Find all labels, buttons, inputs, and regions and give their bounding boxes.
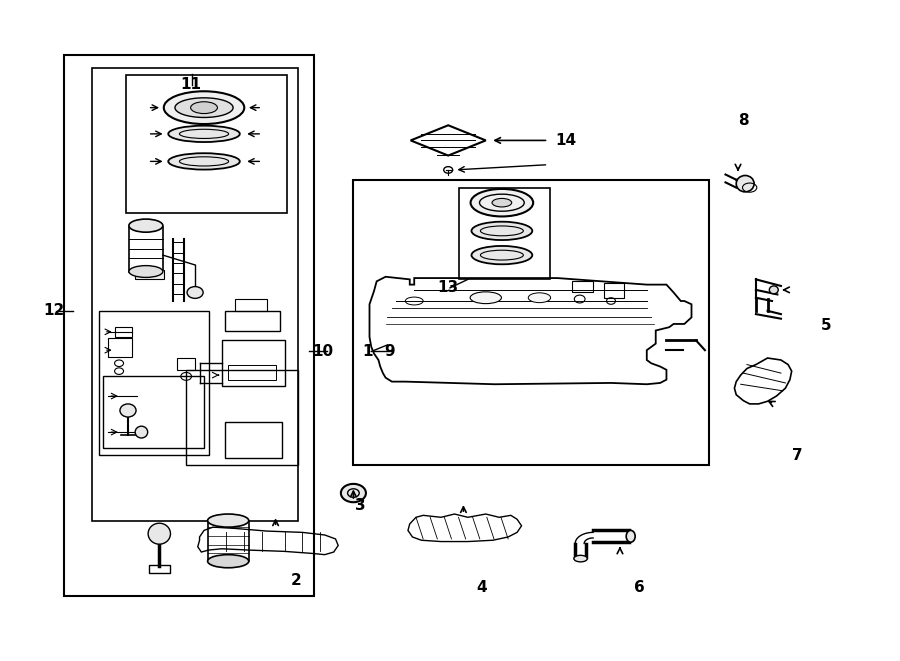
Bar [148,565,170,573]
Bar [103,376,204,448]
Ellipse shape [175,98,233,118]
Ellipse shape [164,91,244,124]
Bar [604,284,625,297]
Ellipse shape [135,426,148,438]
Text: 14: 14 [555,133,577,148]
Ellipse shape [492,198,512,207]
Bar [354,180,709,465]
Ellipse shape [129,266,163,278]
Ellipse shape [148,524,170,544]
Ellipse shape [129,219,163,232]
Ellipse shape [528,293,551,303]
Text: 10: 10 [312,344,334,359]
Bar [135,270,164,280]
Text: 5: 5 [821,318,831,332]
Ellipse shape [736,175,754,192]
Ellipse shape [120,404,136,417]
Bar [108,338,132,357]
Text: 12: 12 [43,303,65,319]
Text: 2: 2 [291,573,302,588]
Bar [177,358,195,369]
Ellipse shape [168,153,239,170]
Ellipse shape [341,484,366,502]
Text: 3: 3 [356,498,366,513]
Text: 11: 11 [180,77,201,92]
Bar [572,281,593,292]
Bar [209,521,248,561]
Bar [225,311,280,330]
Ellipse shape [626,530,635,542]
Text: 8: 8 [738,113,749,128]
Ellipse shape [168,126,239,142]
Bar [235,299,266,311]
Bar [64,56,314,596]
Ellipse shape [770,286,778,293]
Bar [115,327,132,337]
Bar [99,311,209,455]
Ellipse shape [470,292,501,303]
Text: 6: 6 [634,580,645,595]
Ellipse shape [472,221,532,240]
Text: 9: 9 [384,344,394,359]
Text: 7: 7 [792,447,803,463]
Text: 4: 4 [476,580,487,595]
Bar [186,369,298,465]
Ellipse shape [472,246,532,264]
Ellipse shape [471,189,533,216]
Text: 1: 1 [363,344,373,359]
Bar [229,365,275,379]
Ellipse shape [208,514,248,527]
Ellipse shape [574,555,588,562]
Bar [225,422,282,458]
Bar [92,68,298,521]
Bar [126,75,287,213]
Ellipse shape [187,287,203,298]
Bar [459,188,550,280]
Bar [129,227,163,272]
Ellipse shape [208,555,248,568]
Text: 13: 13 [437,280,459,295]
Bar [222,340,284,386]
Ellipse shape [191,102,218,114]
